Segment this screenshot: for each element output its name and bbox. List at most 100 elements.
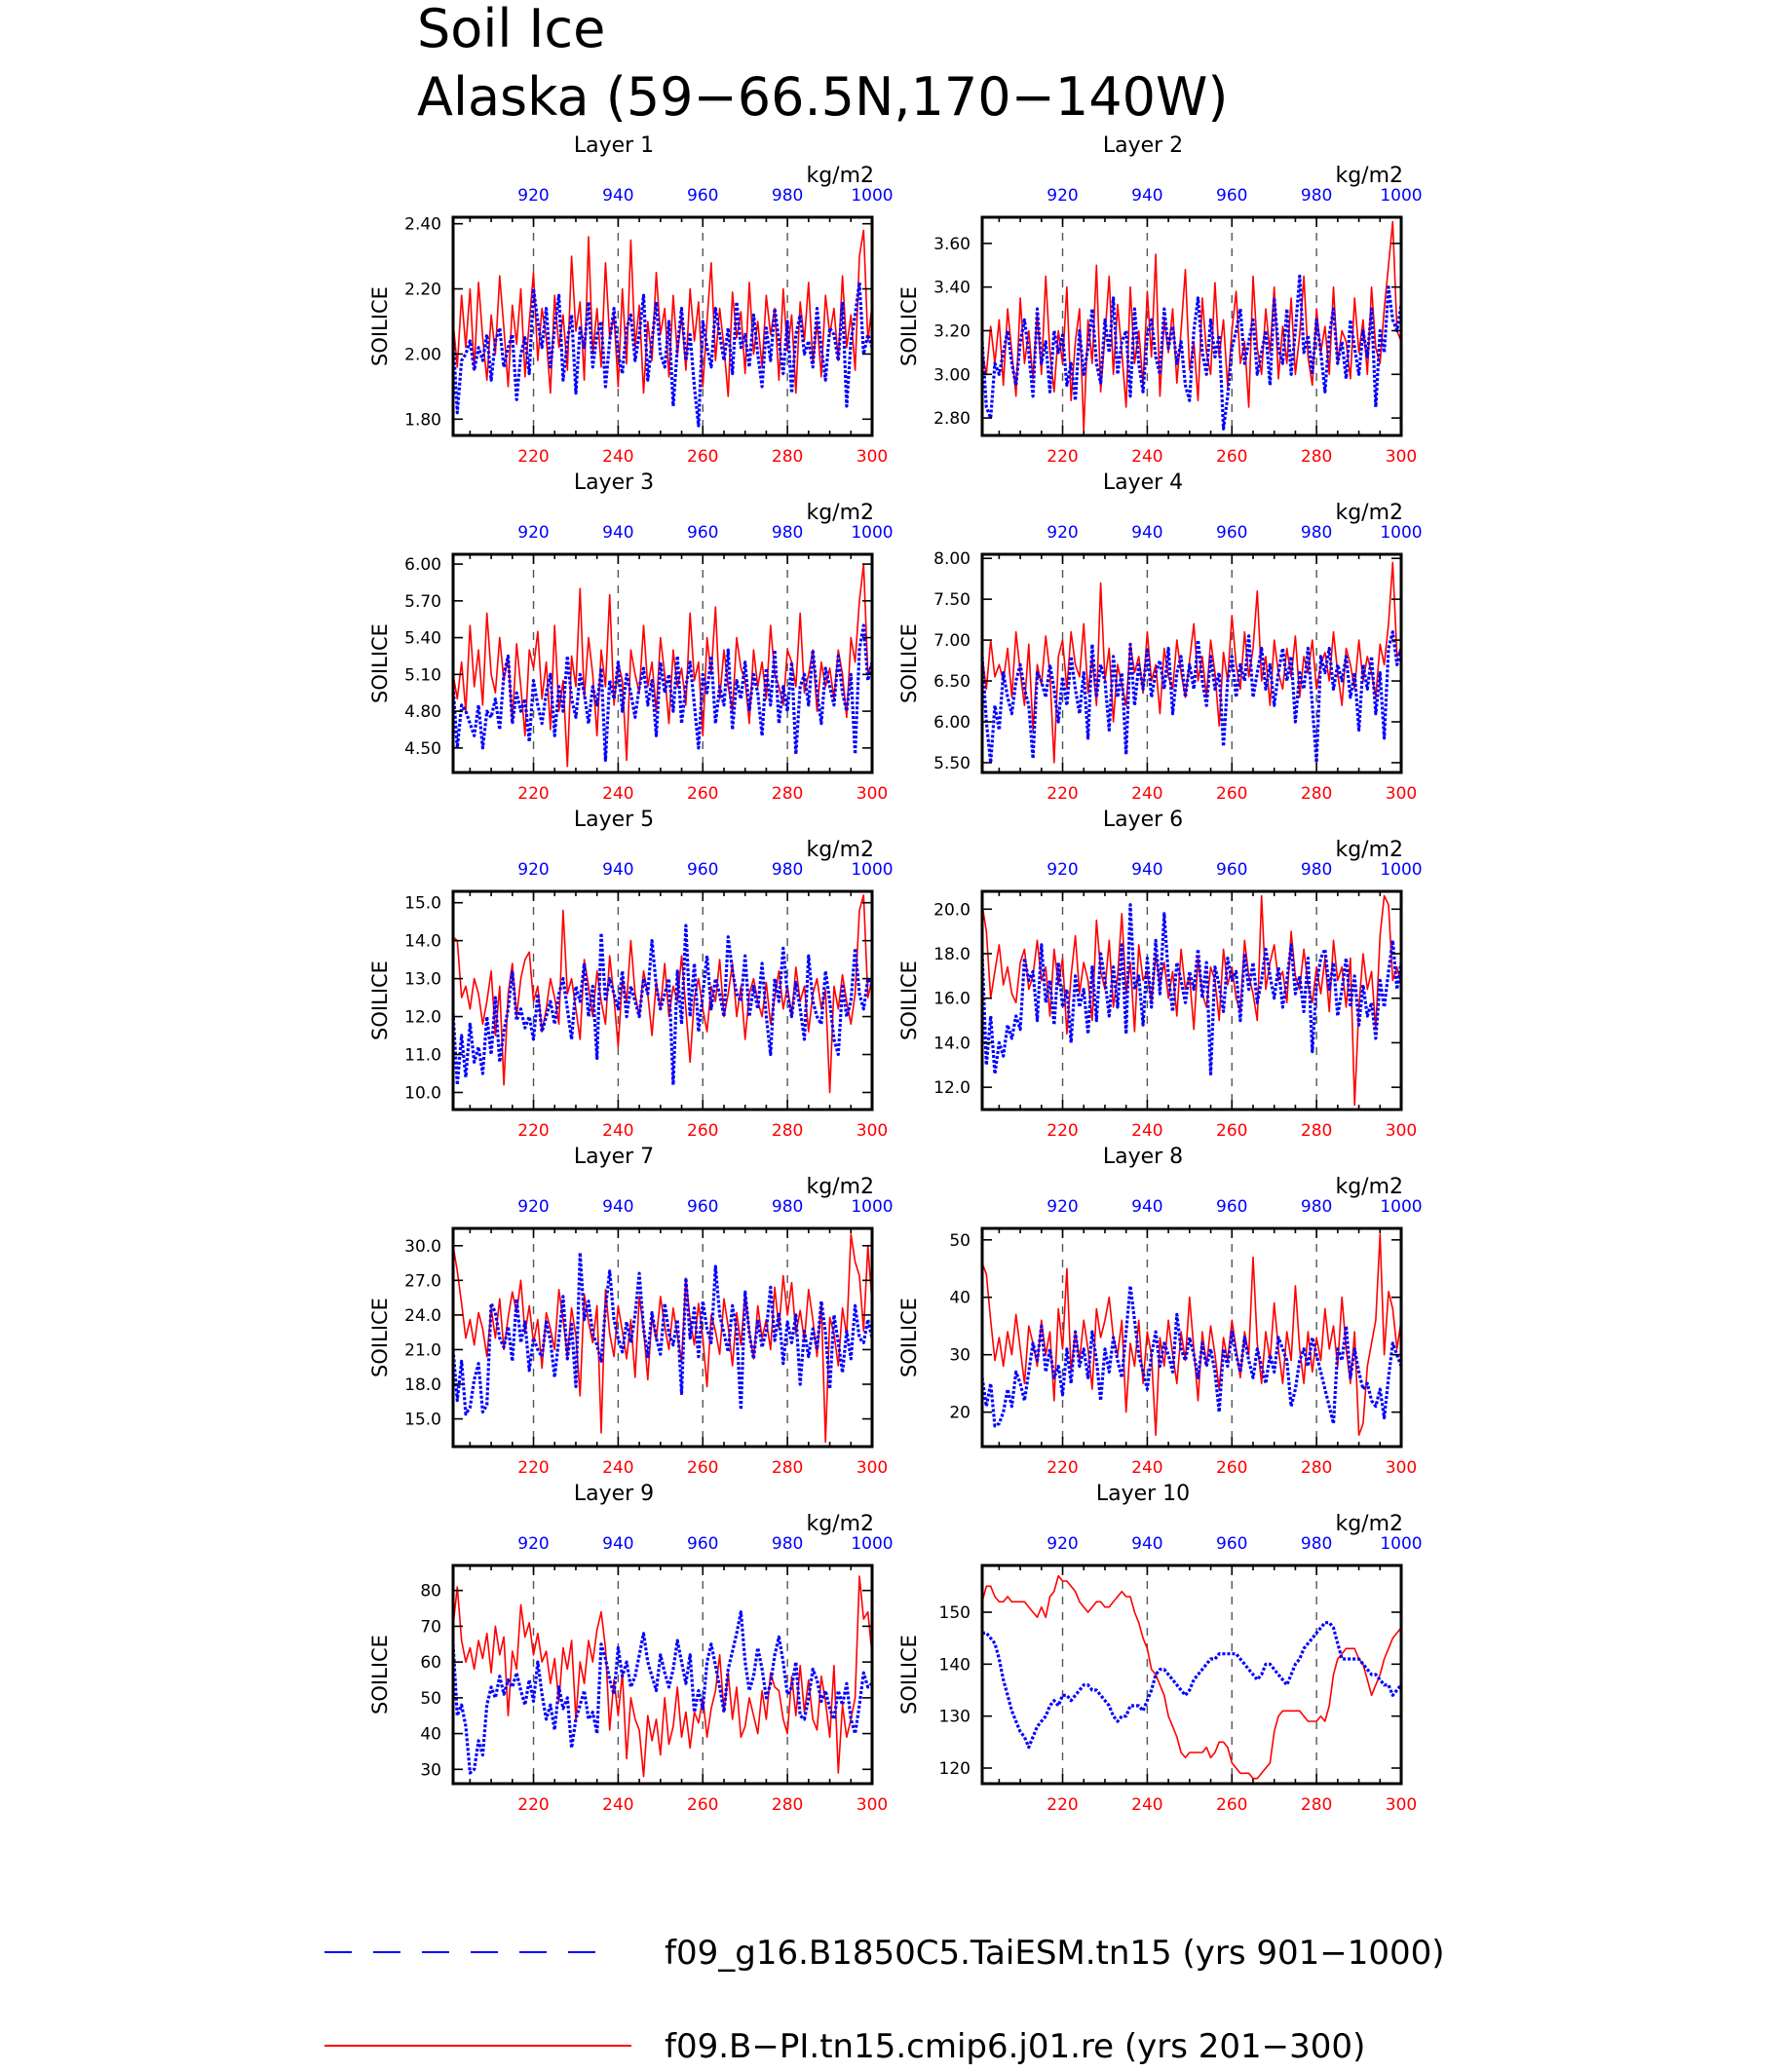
x-tick-label-bottom-layer-3-220: 220 [517,784,549,804]
y-tick-label-layer-2-3.00: 3.00 [933,365,971,385]
y-tick-label-layer-8-30: 30 [949,1346,971,1366]
y-axis-label-layer-8: SOILICE [897,1298,921,1377]
x-tick-label-top-layer-2-960: 960 [1216,186,1247,206]
panel-layer-7: Layer 7 kg/m2 SOILICE 220 240 260 280 300 920 940… [368,1145,894,1478]
y-tick-label-layer-5-10.0: 10.0 [404,1083,441,1103]
panel-title-layer-7: Layer 7 [574,1145,654,1169]
plot-frame-layer-5 [451,889,874,1111]
y-tick-label-layer-4-6.00: 6.00 [933,713,971,733]
x-tick-label-top-layer-7-940: 940 [602,1197,633,1217]
x-tick-label-bottom-layer-1-240: 240 [602,447,633,467]
x-tick-label-top-layer-4-980: 980 [1301,523,1332,543]
x-tick-label-bottom-layer-5-280: 280 [772,1121,803,1141]
plot-frame-layer-7 [451,1226,874,1449]
x-tick-label-top-layer-3-1000: 1000 [851,523,893,543]
x-tick-label-bottom-layer-8-220: 220 [1047,1458,1078,1478]
x-tick-label-top-layer-3-940: 940 [602,523,633,543]
x-tick-label-bottom-layer-2-280: 280 [1301,447,1332,467]
x-tick-label-bottom-layer-5-240: 240 [602,1121,633,1141]
x-tick-label-bottom-layer-10-280: 280 [1301,1795,1332,1815]
y-tick-label-layer-8-40: 40 [949,1289,971,1308]
series-b-line-layer-7 [453,1233,872,1444]
x-tick-label-top-layer-10-960: 960 [1216,1534,1247,1554]
panel-layer-4: Layer 4 kg/m2 SOILICE 220 240 260 280 300 920 940… [897,471,1423,804]
units-label-layer-2: kg/m2 [1335,164,1403,188]
units-label-layer-7: kg/m2 [806,1175,874,1199]
y-tick-label-layer-5-12.0: 12.0 [404,1008,441,1028]
x-tick-label-top-layer-5-940: 940 [602,860,633,880]
legend: f09_g16.B1850C5.TaiESM.tn15 (yrs 901−100… [324,1934,1445,2066]
panel-title-layer-8: Layer 8 [1103,1145,1183,1169]
y-tick-label-layer-6-20.0: 20.0 [933,900,971,920]
y-tick-label-layer-4-6.50: 6.50 [933,672,971,692]
x-tick-label-bottom-layer-7-240: 240 [602,1458,633,1478]
units-label-layer-5: kg/m2 [806,838,874,862]
series-b-line-layer-3 [453,563,872,768]
x-tick-label-bottom-layer-6-300: 300 [1386,1121,1417,1141]
y-axis-label-layer-9: SOILICE [368,1635,392,1714]
x-tick-label-top-layer-3-920: 920 [517,523,549,543]
x-tick-label-top-layer-2-940: 940 [1131,186,1162,206]
panel-layer-9: Layer 9 kg/m2 SOILICE 220 240 260 280 300 920 940… [368,1482,894,1815]
y-tick-label-layer-6-14.0: 14.0 [933,1034,971,1053]
x-tick-label-bottom-layer-5-220: 220 [517,1121,549,1141]
x-tick-label-top-layer-9-1000: 1000 [851,1534,893,1554]
x-tick-label-bottom-layer-10-220: 220 [1047,1795,1078,1815]
x-tick-label-top-layer-6-920: 920 [1047,860,1078,880]
x-tick-label-top-layer-1-1000: 1000 [851,186,893,206]
x-tick-label-bottom-layer-7-220: 220 [517,1458,549,1478]
series-b-line-layer-10 [982,1574,1401,1780]
x-tick-label-top-layer-10-980: 980 [1301,1534,1332,1554]
x-tick-label-bottom-layer-6-240: 240 [1131,1121,1162,1141]
y-tick-label-layer-3-5.40: 5.40 [404,629,441,649]
x-tick-label-bottom-layer-1-220: 220 [517,447,549,467]
x-tick-label-top-layer-4-960: 960 [1216,523,1247,543]
y-axis-label-layer-2: SOILICE [897,286,921,366]
plot-frame-layer-6 [980,889,1403,1111]
x-tick-label-bottom-layer-10-260: 260 [1216,1795,1247,1815]
x-tick-label-top-layer-7-980: 980 [772,1197,803,1217]
x-tick-label-top-layer-6-980: 980 [1301,860,1332,880]
x-tick-label-top-layer-10-920: 920 [1047,1534,1078,1554]
x-tick-label-bottom-layer-2-260: 260 [1216,447,1247,467]
units-label-layer-8: kg/m2 [1335,1175,1403,1199]
x-tick-label-bottom-layer-8-240: 240 [1131,1458,1162,1478]
x-tick-label-top-layer-5-960: 960 [687,860,718,880]
y-axis-label-layer-4: SOILICE [897,623,921,703]
x-tick-label-bottom-layer-2-240: 240 [1131,447,1162,467]
x-tick-label-bottom-layer-8-280: 280 [1301,1458,1332,1478]
x-tick-label-bottom-layer-4-280: 280 [1301,784,1332,804]
y-tick-label-layer-6-18.0: 18.0 [933,945,971,964]
legend-label-series-a: f09_g16.B1850C5.TaiESM.tn15 (yrs 901−100… [665,1934,1445,1973]
x-tick-label-top-layer-9-960: 960 [687,1534,718,1554]
y-tick-label-layer-7-21.0: 21.0 [404,1340,441,1360]
x-tick-label-top-layer-2-980: 980 [1301,186,1332,206]
series-b-line-layer-9 [453,1575,872,1778]
series-b-line-layer-6 [982,894,1401,1107]
y-tick-label-layer-9-40: 40 [420,1725,441,1745]
series-b-line-layer-5 [453,894,872,1094]
panel-title-layer-3: Layer 3 [574,471,654,495]
x-tick-label-top-layer-6-1000: 1000 [1380,860,1422,880]
x-tick-label-bottom-layer-4-220: 220 [1047,784,1078,804]
x-tick-label-top-layer-10-1000: 1000 [1380,1534,1422,1554]
y-tick-label-layer-7-15.0: 15.0 [404,1411,441,1430]
panel-title-layer-1: Layer 1 [574,133,654,158]
x-tick-label-bottom-layer-2-300: 300 [1386,447,1417,467]
y-axis-label-layer-6: SOILICE [897,961,921,1040]
x-tick-label-top-layer-6-940: 940 [1131,860,1162,880]
plot-frame-layer-1 [451,215,874,437]
y-tick-label-layer-6-12.0: 12.0 [933,1078,971,1098]
x-tick-label-bottom-layer-4-240: 240 [1131,784,1162,804]
y-tick-label-layer-2-3.60: 3.60 [933,235,971,254]
x-tick-label-bottom-layer-1-300: 300 [856,447,888,467]
y-tick-label-layer-9-50: 50 [420,1689,441,1709]
x-tick-label-top-layer-5-1000: 1000 [851,860,893,880]
panel-title-layer-5: Layer 5 [574,808,654,832]
x-tick-label-top-layer-1-920: 920 [517,186,549,206]
x-tick-label-top-layer-2-920: 920 [1047,186,1078,206]
x-tick-label-bottom-layer-4-300: 300 [1386,784,1417,804]
plot-frame-layer-4 [980,552,1403,774]
x-tick-label-bottom-layer-4-260: 260 [1216,784,1247,804]
